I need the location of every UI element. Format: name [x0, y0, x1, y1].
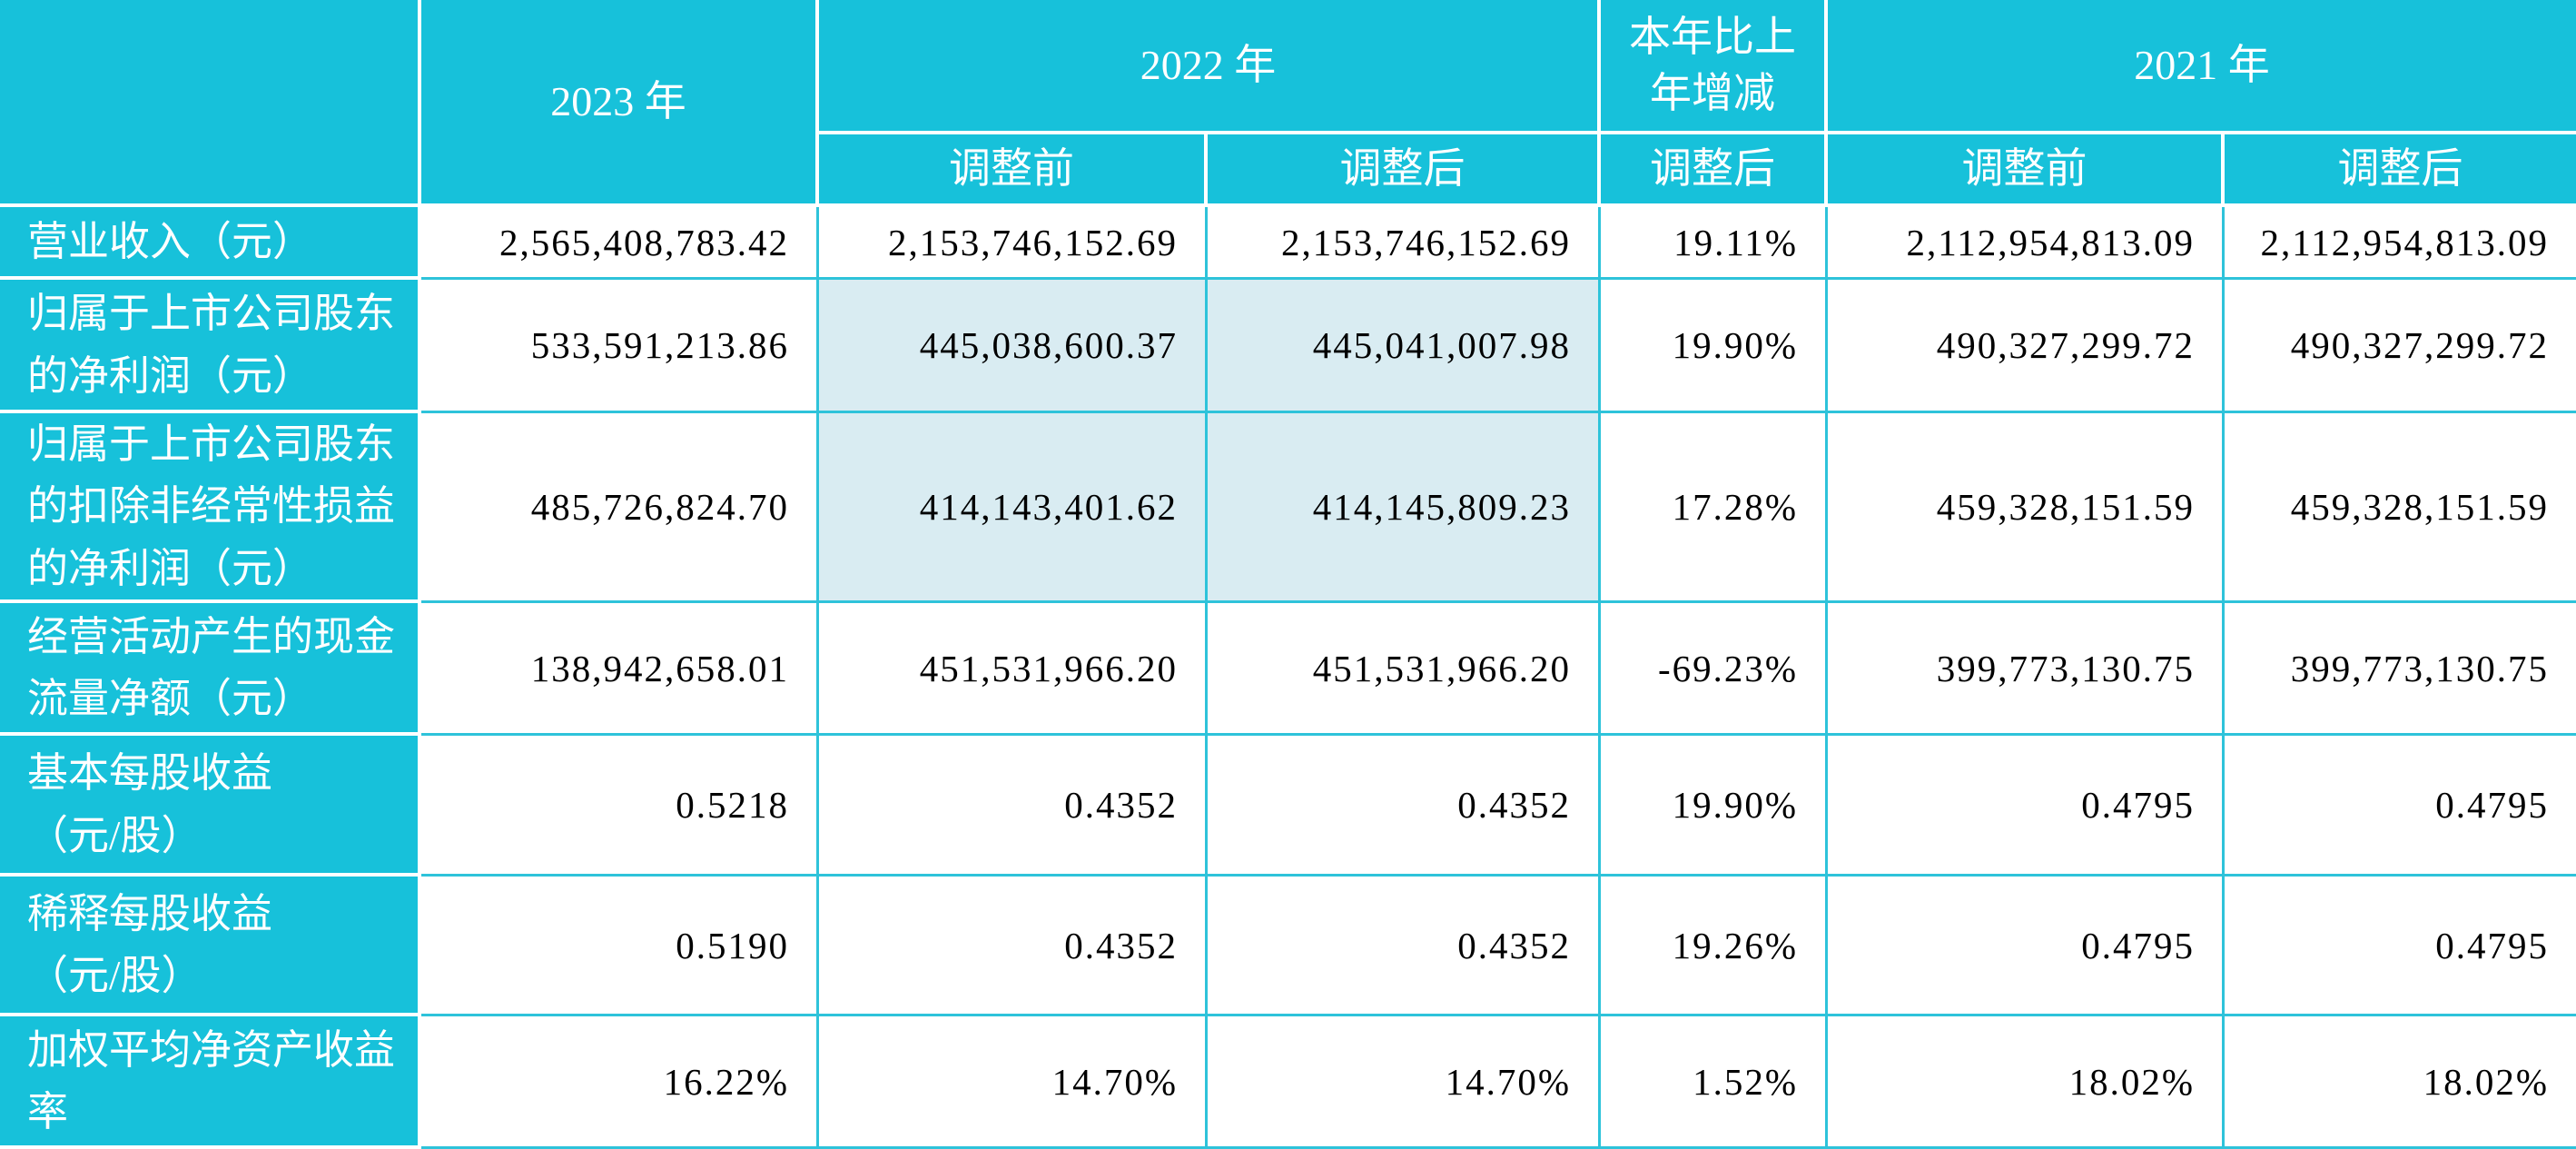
cell-weighted-roe-change: 1.52% — [1601, 1016, 1828, 1149]
cell-net-profit-deducted-2022-before: 414,143,401.62 — [819, 413, 1208, 604]
subheader-2021-before-adjustment: 调整前 — [1828, 134, 2225, 207]
cell-operating-cash-flow-2022-before: 451,531,966.20 — [819, 603, 1208, 737]
row-label-basic-eps: 基本每股收益 （元/股） — [0, 736, 421, 877]
cell-basic-eps-2022-before: 0.4352 — [819, 736, 1208, 877]
cell-operating-cash-flow-2021-after: 399,773,130.75 — [2225, 603, 2576, 737]
cell-revenue-2022-before: 2,153,746,152.69 — [819, 207, 1208, 280]
header-year-2021: 2021 年 — [1828, 0, 2576, 134]
table-row: 加权平均净资产收益 率 16.22% 14.70% 14.70% 1.52% 1… — [0, 1016, 2576, 1149]
table-row: 基本每股收益 （元/股） 0.5218 0.4352 0.4352 19.90%… — [0, 736, 2576, 877]
cell-diluted-eps-2022-before: 0.4352 — [819, 877, 1208, 1017]
cell-weighted-roe-2022-before: 14.70% — [819, 1016, 1208, 1149]
row-label-net-profit: 归属于上市公司股东 的净利润（元） — [0, 280, 421, 413]
cell-net-profit-2023: 533,591,213.86 — [421, 280, 819, 413]
cell-weighted-roe-2021-before: 18.02% — [1828, 1016, 2225, 1149]
cell-net-profit-deducted-2021-after: 459,328,151.59 — [2225, 413, 2576, 604]
row-label-operating-cash-flow: 经营活动产生的现金 流量净额（元） — [0, 603, 421, 737]
cell-basic-eps-2021-before: 0.4795 — [1828, 736, 2225, 877]
header-corner-blank — [0, 0, 421, 207]
cell-diluted-eps-2023: 0.5190 — [421, 877, 819, 1017]
cell-operating-cash-flow-2023: 138,942,658.01 — [421, 603, 819, 737]
cell-net-profit-2021-after: 490,327,299.72 — [2225, 280, 2576, 413]
cell-diluted-eps-2021-before: 0.4795 — [1828, 877, 2225, 1017]
table-row: 经营活动产生的现金 流量净额（元） 138,942,658.01 451,531… — [0, 603, 2576, 737]
cell-net-profit-2022-after: 445,041,007.98 — [1208, 280, 1601, 413]
row-label-weighted-roe: 加权平均净资产收益 率 — [0, 1016, 421, 1149]
subheader-2022-after-adjustment: 调整后 — [1208, 134, 1601, 207]
row-label-diluted-eps: 稀释每股收益 （元/股） — [0, 877, 421, 1017]
header-change-vs-prior-year: 本年比上 年增减 — [1601, 0, 1828, 134]
cell-operating-cash-flow-change: -69.23% — [1601, 603, 1828, 737]
cell-revenue-2023: 2,565,408,783.42 — [421, 207, 819, 280]
cell-revenue-change: 19.11% — [1601, 207, 1828, 280]
cell-weighted-roe-2023: 16.22% — [421, 1016, 819, 1149]
cell-net-profit-deducted-2022-after: 414,145,809.23 — [1208, 413, 1601, 604]
cell-basic-eps-change: 19.90% — [1601, 736, 1828, 877]
cell-diluted-eps-2022-after: 0.4352 — [1208, 877, 1601, 1017]
row-label-revenue: 营业收入（元） — [0, 207, 421, 280]
cell-basic-eps-2022-after: 0.4352 — [1208, 736, 1601, 877]
subheader-2022-before-adjustment: 调整前 — [819, 134, 1208, 207]
table-row: 稀释每股收益 （元/股） 0.5190 0.4352 0.4352 19.26%… — [0, 877, 2576, 1017]
cell-basic-eps-2021-after: 0.4795 — [2225, 736, 2576, 877]
cell-operating-cash-flow-2022-after: 451,531,966.20 — [1208, 603, 1601, 737]
cell-revenue-2022-after: 2,153,746,152.69 — [1208, 207, 1601, 280]
table-row: 归属于上市公司股东 的扣除非经常性损益 的净利润（元） 485,726,824.… — [0, 413, 2576, 604]
cell-net-profit-2022-before: 445,038,600.37 — [819, 280, 1208, 413]
cell-net-profit-deducted-2021-before: 459,328,151.59 — [1828, 413, 2225, 604]
table-row: 归属于上市公司股东 的净利润（元） 533,591,213.86 445,038… — [0, 280, 2576, 413]
cell-net-profit-deducted-2023: 485,726,824.70 — [421, 413, 819, 604]
subheader-2021-after-adjustment: 调整后 — [2225, 134, 2576, 207]
cell-net-profit-2021-before: 490,327,299.72 — [1828, 280, 2225, 413]
cell-net-profit-deducted-change: 17.28% — [1601, 413, 1828, 604]
cell-diluted-eps-2021-after: 0.4795 — [2225, 877, 2576, 1017]
cell-basic-eps-2023: 0.5218 — [421, 736, 819, 877]
cell-revenue-2021-after: 2,112,954,813.09 — [2225, 207, 2576, 280]
row-label-net-profit-deducted: 归属于上市公司股东 的扣除非经常性损益 的净利润（元） — [0, 413, 421, 604]
table-row: 营业收入（元） 2,565,408,783.42 2,153,746,152.6… — [0, 207, 2576, 280]
cell-net-profit-change: 19.90% — [1601, 280, 1828, 413]
cell-diluted-eps-change: 19.26% — [1601, 877, 1828, 1017]
cell-operating-cash-flow-2021-before: 399,773,130.75 — [1828, 603, 2225, 737]
cell-revenue-2021-before: 2,112,954,813.09 — [1828, 207, 2225, 280]
cell-weighted-roe-2022-after: 14.70% — [1208, 1016, 1601, 1149]
header-year-2022: 2022 年 — [819, 0, 1601, 134]
cell-weighted-roe-2021-after: 18.02% — [2225, 1016, 2576, 1149]
subheader-change-after-adjustment: 调整后 — [1601, 134, 1828, 207]
header-year-2023: 2023 年 — [421, 0, 819, 207]
